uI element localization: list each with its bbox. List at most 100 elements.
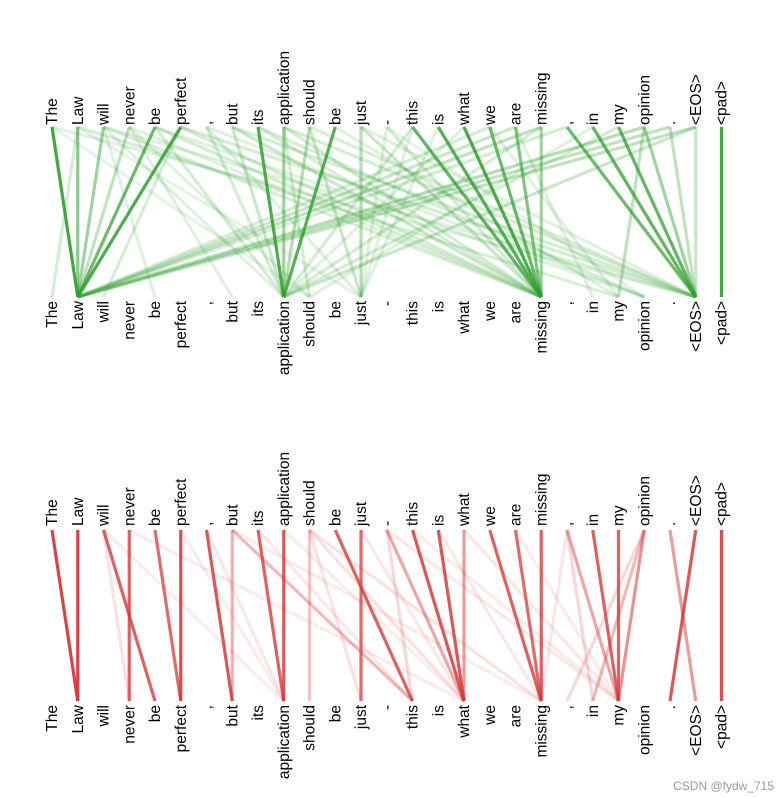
target-token: application [276,705,293,779]
source-token: missing [533,72,550,125]
attention-link [77,125,568,299]
target-token: but [224,300,241,322]
attention-link [488,126,620,298]
target-token: - [379,705,396,710]
target-token: my [611,705,628,726]
source-token: we [482,105,499,126]
attention-link [77,125,619,299]
attention-link [76,126,183,298]
attention-link [257,125,645,299]
attention-link [51,125,311,299]
target-token: . [662,301,679,305]
attention-link [282,126,312,298]
attention-link [102,126,183,298]
source-token: <EOS> [688,475,705,526]
attention-link [77,125,491,299]
attention-link [76,126,106,298]
attention-link [205,529,286,702]
attention-link [591,126,698,298]
target-token: are [508,705,525,727]
target-token: should [302,301,319,347]
target-token: just [353,704,370,730]
target-token: The [44,301,61,328]
source-token: be [147,108,164,125]
attention-link [359,125,543,299]
source-token: are [508,103,525,125]
target-token: is [430,705,447,716]
target-token: in [585,301,602,313]
target-token: are [508,301,525,323]
source-token: in [585,514,602,526]
attention-link [488,126,543,298]
source-token: this [405,502,422,526]
attention-link [283,125,697,299]
attention-link [76,126,131,298]
attention-link [282,125,466,299]
attention-link [436,126,543,298]
source-token: what [456,92,473,126]
source-token: , [199,522,216,526]
attention-link [334,125,620,299]
source-token: perfect [173,478,190,526]
target-token: opinion [636,301,653,351]
attention-link [385,125,543,299]
attention-link [128,125,311,299]
attention-link [333,529,414,702]
attention-link [103,125,697,299]
attention-link [359,126,389,298]
source-token: just [353,100,370,126]
target-token: be [147,301,164,318]
attention-link [231,125,543,299]
attention-link [488,529,543,702]
watermark: CSDN @fydw_715 [673,779,774,793]
source-token: be [327,509,344,526]
attention-link [231,125,697,299]
source-token: its [250,109,267,125]
source-token: , [559,522,576,526]
target-token: we [482,705,499,726]
attention-link [154,125,645,299]
target-token: should [302,705,319,751]
target-token: , [199,301,216,305]
source-token: are [508,504,525,526]
source-token: but [224,504,241,526]
attention-link [180,125,542,299]
attention-link [616,529,646,702]
attention-link [128,528,465,703]
attention-link [565,126,698,298]
target-token: its [250,301,267,317]
target-token: this [405,301,422,325]
attention-link [308,125,697,299]
attention-link [642,126,698,298]
source-token: just [353,501,370,527]
top-panel: The Law will never be perfect, but its applicati… [44,51,731,375]
attention-link [51,125,697,299]
attention-link [410,529,466,702]
attention-link [359,126,440,298]
attention-link [257,125,543,299]
attention-link [565,529,621,702]
source-token: never [121,86,138,125]
target-token: never [121,705,138,744]
source-token: my [611,104,628,125]
source-token: opinion [636,476,653,526]
target-token: <EOS> [688,705,705,756]
attention-link [205,126,286,298]
source-token: <pad> [714,482,731,526]
source-token: in [585,113,602,125]
target-token: missing [533,705,550,758]
attention-link [385,529,415,702]
target-token: <pad> [714,705,731,749]
source-token: be [147,509,164,526]
source-token: , [559,121,576,125]
target-token: we [482,301,499,322]
target-token: what [456,300,473,334]
attention-link [77,125,671,299]
source-token: is [430,515,447,526]
attention-link [77,125,542,299]
source-token: perfect [173,77,190,125]
source-token: should [302,79,319,125]
target-token: will [96,301,113,324]
target-token: application [276,301,293,375]
